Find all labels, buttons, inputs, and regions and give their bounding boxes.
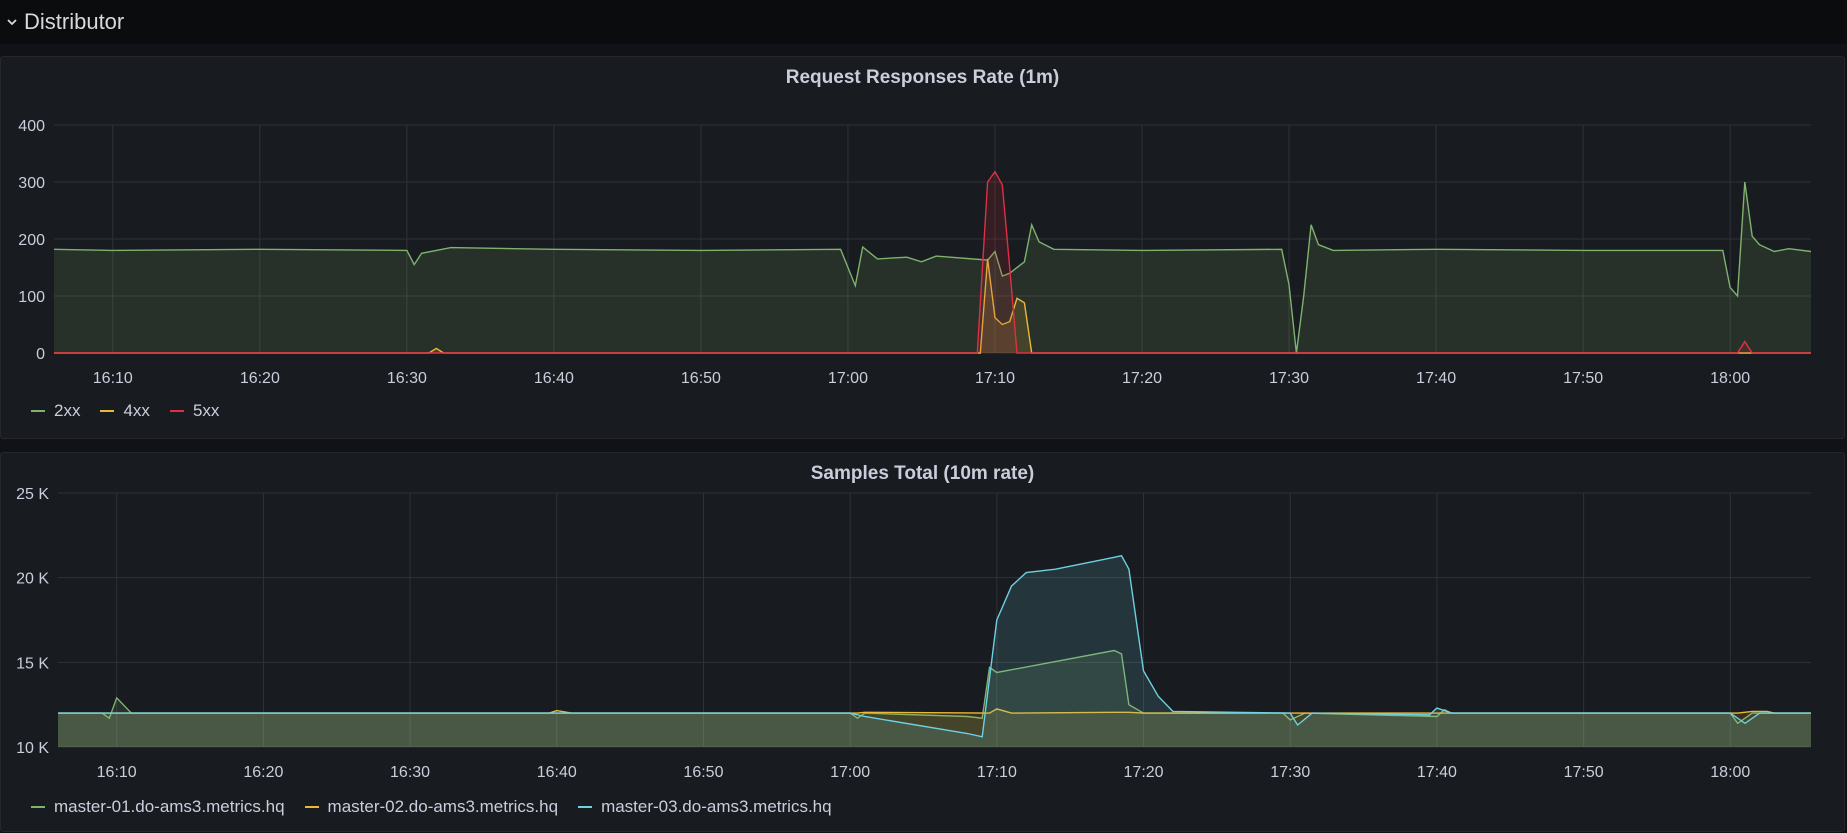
panel-title[interactable]: Request Responses Rate (1m) <box>785 67 1060 88</box>
x-tick-label: 17:00 <box>830 764 870 781</box>
x-tick-label: 17:20 <box>1124 764 1164 781</box>
x-tick-label: 17:10 <box>975 370 1015 387</box>
legend-item-master-02[interactable]: master-02.do-ams3.metrics.hq <box>304 797 559 817</box>
legend: 2xx 4xx 5xx <box>31 401 239 421</box>
x-tick-label: 17:50 <box>1563 370 1603 387</box>
series-line <box>58 708 1811 714</box>
legend-label: master-01.do-ams3.metrics.hq <box>54 797 285 816</box>
legend-swatch <box>100 410 115 412</box>
legend-swatch <box>31 806 45 808</box>
x-tick-label: 16:40 <box>537 764 577 781</box>
y-tick-label: 200 <box>18 232 45 249</box>
legend-swatch <box>31 410 45 412</box>
series-line <box>54 258 1811 354</box>
legend-item-5xx[interactable]: 5xx <box>169 401 220 421</box>
y-tick-label: 15 K <box>16 655 49 672</box>
legend-item-2xx[interactable]: 2xx <box>31 401 80 421</box>
x-tick-label: 16:40 <box>534 370 574 387</box>
x-tick-label: 18:00 <box>1710 370 1750 387</box>
series-area <box>54 182 1811 353</box>
y-tick-label: 0 <box>36 346 45 363</box>
panel-request-responses-rate[interactable]: Request Responses Rate (1m) 0 100 200 300 40… <box>0 56 1845 439</box>
x-tick-label: 17:40 <box>1416 370 1456 387</box>
legend-swatch <box>578 806 593 808</box>
x-tick-label: 17:40 <box>1417 764 1457 781</box>
legend-label: 2xx <box>54 401 81 420</box>
row-title: Distributor <box>24 9 125 34</box>
x-tick-label: 17:00 <box>828 370 868 387</box>
x-tick-label: 16:30 <box>390 764 430 781</box>
legend-item-4xx[interactable]: 4xx <box>100 401 150 421</box>
x-tick-label: 16:20 <box>240 370 280 387</box>
row-header: Distributor <box>0 0 1847 44</box>
legend-swatch <box>304 806 319 808</box>
x-tick-label: 17:30 <box>1269 370 1309 387</box>
x-tick-label: 16:50 <box>681 370 721 387</box>
row-collapse-toggle[interactable]: Distributor <box>6 9 124 35</box>
legend-swatch <box>169 410 184 412</box>
legend-label: 5xx <box>192 401 220 420</box>
legend-label: master-02.do-ams3.metrics.hq <box>327 797 559 816</box>
panel-samples-total[interactable]: Samples Total (10m rate) 10 K 15 K 20 K 25 … <box>0 452 1845 832</box>
legend-item-master-03[interactable]: master-03.do-ams3.metrics.hq <box>578 797 832 817</box>
x-tick-label: 16:20 <box>243 764 283 781</box>
series-line <box>58 554 1811 738</box>
series-line <box>53 181 1812 354</box>
y-tick-label: 300 <box>18 175 45 192</box>
chevron-down-icon <box>7 19 17 26</box>
x-tick-label: 16:10 <box>93 370 133 387</box>
x-tick-label: 17:10 <box>977 764 1017 781</box>
x-tick-label: 17:20 <box>1122 370 1162 387</box>
y-tick-label: 20 K <box>16 571 49 588</box>
legend-label: 4xx <box>123 401 150 420</box>
legend-label: master-03.do-ams3.metrics.hq <box>601 797 832 816</box>
legend: master-01.do-ams3.metrics.hq master-02.d… <box>31 797 852 817</box>
x-tick-label: 18:00 <box>1710 764 1750 781</box>
x-tick-label: 17:30 <box>1270 764 1310 781</box>
x-tick-label: 16:30 <box>387 370 427 387</box>
y-tick-label: 25 K <box>16 486 49 503</box>
y-tick-label: 400 <box>18 118 45 135</box>
x-tick-label: 16:50 <box>683 764 723 781</box>
series-area <box>58 650 1811 747</box>
panel-title[interactable]: Samples Total (10m rate) <box>810 463 1035 484</box>
x-tick-label: 16:10 <box>97 764 137 781</box>
series-line <box>54 170 1811 354</box>
chart-request-responses-rate: 0 100 200 300 400 16:10 16:20 16:30 16:40 16:50 17… <box>18 118 1812 387</box>
legend-item-master-01[interactable]: master-01.do-ams3.metrics.hq <box>31 797 285 817</box>
series-area <box>58 555 1811 747</box>
chart-samples-total: 10 K 15 K 20 K 25 K 16:10 16:20 16:30 16:40 16:5… <box>16 486 1811 781</box>
x-tick-label: 17:50 <box>1564 764 1604 781</box>
y-tick-label: 10 K <box>16 740 49 757</box>
y-tick-label: 100 <box>18 289 45 306</box>
